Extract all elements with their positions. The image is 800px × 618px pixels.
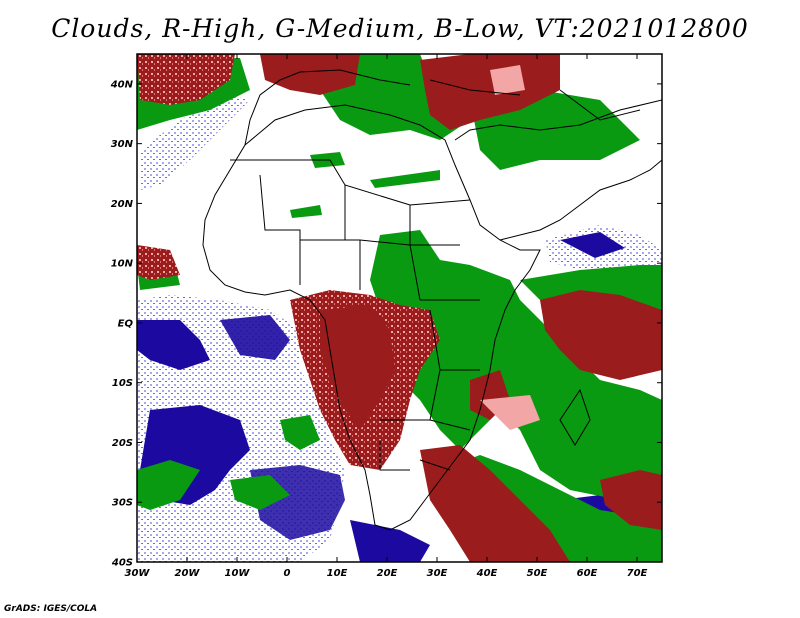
lon-label-70e: 70E xyxy=(627,568,648,579)
lon-label-50e: 50E xyxy=(527,568,548,579)
coastlines xyxy=(202,69,662,531)
lat-label-eq: EQ xyxy=(118,318,134,329)
longitude-axis: 30W 20W 10W 0 10E 20E 30E 40E 50E 60E 70E xyxy=(125,54,648,579)
lat-label-20n: 20N xyxy=(111,199,134,210)
lon-label-20w: 20W xyxy=(175,568,201,579)
map-frame xyxy=(136,53,663,563)
lat-label-10s: 10S xyxy=(112,378,133,389)
lat-label-40n: 40N xyxy=(110,79,134,90)
lon-label-30w: 30W xyxy=(125,568,151,579)
latitude-axis: 40N 30N 20N 10N EQ 10S 20S 30S 40S xyxy=(110,79,662,569)
lat-label-30s: 30S xyxy=(112,498,133,509)
lon-label-10e: 10E xyxy=(327,568,348,579)
lon-label-40e: 40E xyxy=(476,568,498,579)
lat-label-30n: 30N xyxy=(111,139,134,150)
map-title: Clouds, R-High, G-Medium, B-Low, VT:2021… xyxy=(51,14,749,43)
cloud-fields xyxy=(137,54,662,562)
lon-label-60e: 60E xyxy=(577,568,598,579)
credit-text: GrADS: IGES/COLA xyxy=(4,604,98,614)
lon-label-20e: 20E xyxy=(377,568,398,579)
lon-label-0: 0 xyxy=(284,568,291,579)
lat-label-10n: 10N xyxy=(111,259,134,270)
lon-label-30e: 30E xyxy=(427,568,448,579)
lon-label-10w: 10W xyxy=(225,568,251,579)
lat-label-20s: 20S xyxy=(112,438,133,449)
lat-label-40s: 40S xyxy=(111,558,133,569)
